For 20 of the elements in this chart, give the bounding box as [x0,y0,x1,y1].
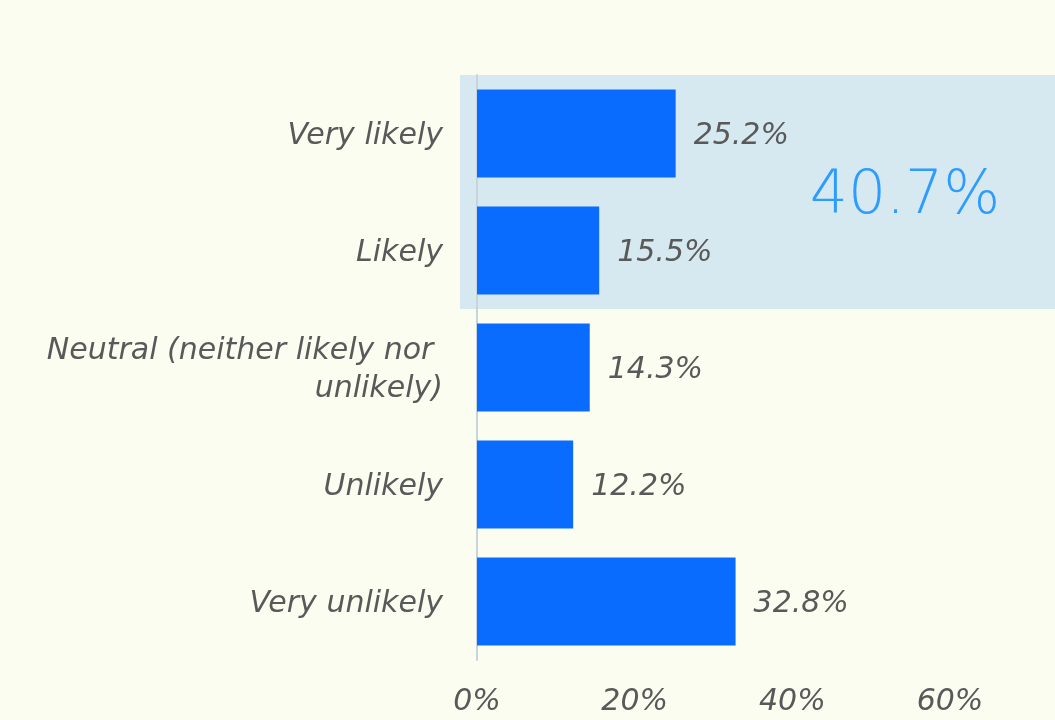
y-tick-label: Likely [356,233,445,268]
bar [477,557,736,646]
band-label: 40.7% [809,157,1001,227]
x-tick-label: 60% [916,681,984,717]
data-label: 32.8% [753,584,849,619]
x-tick-label: 0% [453,681,501,717]
bar [477,89,676,178]
bar [477,206,600,295]
data-label: 25.2% [693,116,789,151]
bar [477,440,574,529]
y-tick-label: Neutral (neither likely nor unlikely) [46,331,443,404]
y-tick-label: Unlikely [323,467,445,502]
y-tick-label: Very unlikely [249,584,445,619]
data-label: 12.2% [591,467,687,502]
x-tick-label: 40% [758,681,826,717]
x-tick-label: 20% [601,681,669,717]
data-label: 14.3% [607,350,704,385]
bar [477,323,590,412]
y-tick-label: Very likely [287,116,445,151]
data-label: 15.5% [617,233,713,268]
